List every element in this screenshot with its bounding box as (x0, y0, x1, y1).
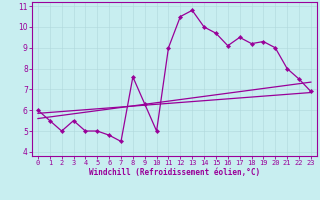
X-axis label: Windchill (Refroidissement éolien,°C): Windchill (Refroidissement éolien,°C) (89, 168, 260, 177)
